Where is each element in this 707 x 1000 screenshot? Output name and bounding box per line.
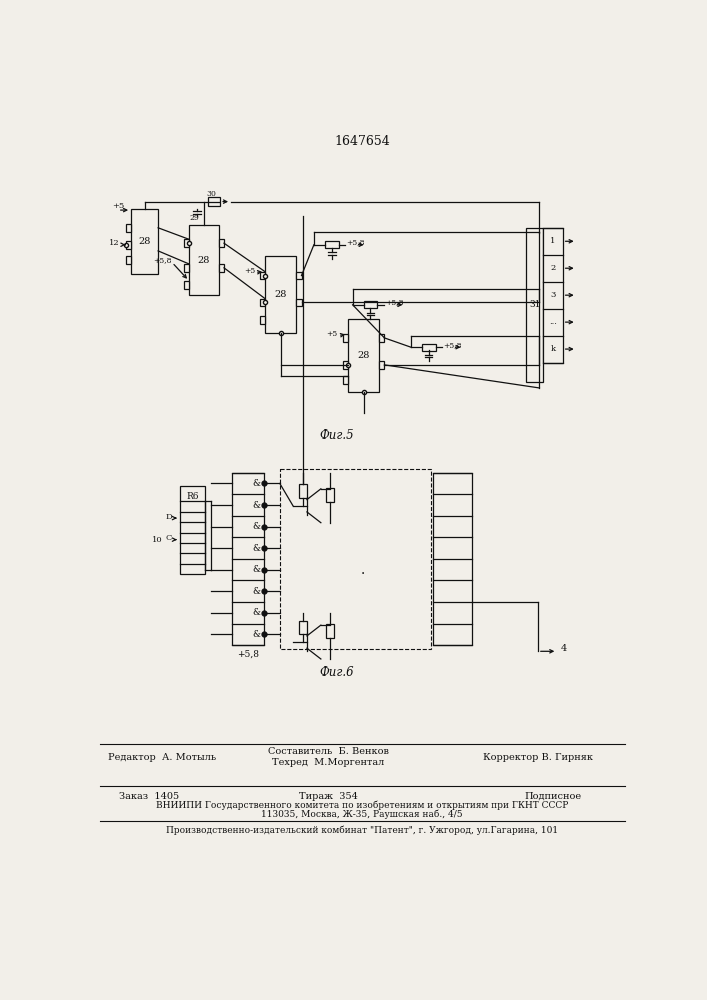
Text: &: & [252, 565, 261, 574]
Text: Подписное: Подписное [525, 792, 582, 801]
Bar [348, 319, 379, 392]
Text: 1: 1 [550, 237, 556, 245]
Text: &: & [252, 500, 261, 510]
Bar [299, 484, 307, 498]
Text: 113035, Москва, Ж-35, Раушская наб., 4/5: 113035, Москва, Ж-35, Раушская наб., 4/5 [261, 809, 463, 819]
Text: C: C [165, 534, 172, 542]
Text: 2: 2 [550, 264, 556, 272]
Text: ВНИИПИ Государственного комитета по изобретениям и открытиям при ГКНТ СССР: ВНИИПИ Государственного комитета по изоб… [156, 801, 568, 810]
Bar [543, 228, 563, 363]
Text: &: & [252, 608, 261, 617]
Text: &: & [252, 630, 261, 639]
Bar [363, 301, 378, 308]
Text: Тираж  354: Тираж 354 [299, 792, 358, 801]
Text: +5,8: +5,8 [153, 256, 172, 264]
Text: 28: 28 [357, 351, 370, 360]
Bar [259, 299, 265, 306]
Bar [265, 256, 296, 333]
Text: 31: 31 [529, 300, 540, 309]
Bar [379, 334, 385, 342]
Bar [433, 473, 472, 645]
Text: +5: +5 [244, 267, 255, 275]
Text: 28: 28 [274, 290, 287, 299]
Bar [343, 376, 348, 384]
Text: &: & [252, 479, 261, 488]
Bar [343, 334, 348, 342]
Text: 3: 3 [550, 291, 556, 299]
Bar [126, 241, 131, 249]
Text: Корректор В. Гирняк: Корректор В. Гирняк [483, 753, 593, 762]
Text: &: & [252, 587, 261, 596]
Text: Заказ  1405: Заказ 1405 [119, 792, 180, 801]
Bar [126, 224, 131, 232]
Text: 10: 10 [152, 536, 163, 544]
Bar [131, 209, 158, 274]
Bar [421, 344, 436, 351]
Text: 28: 28 [139, 237, 151, 246]
Text: R6: R6 [186, 492, 199, 501]
Bar [189, 225, 218, 295]
Bar [208, 197, 220, 206]
Text: Редактор  А. Мотыль: Редактор А. Мотыль [107, 753, 216, 762]
Bar [218, 239, 224, 247]
Bar [259, 316, 265, 324]
Text: 4: 4 [561, 644, 568, 653]
Text: &: & [252, 544, 261, 553]
Text: ...: ... [549, 318, 557, 326]
Text: 30: 30 [206, 190, 216, 198]
Text: k: k [551, 345, 556, 353]
Text: 29: 29 [190, 214, 199, 222]
Text: Составитель  Б. Венков: Составитель Б. Венков [268, 747, 389, 756]
Text: +5,8: +5,8 [346, 238, 365, 246]
Bar [327, 624, 334, 638]
Bar [259, 272, 265, 279]
Text: 28: 28 [198, 256, 210, 265]
Text: +5: +5 [112, 202, 125, 210]
Bar [180, 486, 204, 574]
Bar [126, 256, 131, 264]
Bar [296, 272, 301, 279]
Bar [343, 361, 348, 369]
Bar [299, 620, 307, 634]
Bar [280, 469, 431, 649]
Bar [379, 361, 385, 369]
Text: Производственно-издательский комбинат "Патент", г. Ужгород, ул.Гагарина, 101: Производственно-издательский комбинат "П… [166, 826, 558, 835]
Text: 1647654: 1647654 [334, 135, 390, 148]
Bar [184, 281, 189, 289]
Bar [184, 239, 189, 247]
Text: +5,8: +5,8 [443, 341, 462, 349]
Text: +5: +5 [327, 330, 338, 338]
Text: +5,8: +5,8 [385, 298, 404, 306]
Text: .: . [361, 563, 366, 577]
Text: Фиг.6: Фиг.6 [319, 666, 354, 679]
Text: Фиг.5: Фиг.5 [319, 429, 354, 442]
Bar [325, 241, 339, 248]
Bar [184, 264, 189, 272]
Bar [526, 228, 543, 382]
Text: Техред  М.Моргентал: Техред М.Моргентал [272, 758, 385, 767]
Text: &: & [252, 522, 261, 531]
Text: +5,8: +5,8 [237, 650, 259, 659]
Bar [232, 473, 264, 645]
Text: D: D [165, 513, 172, 521]
Bar [327, 488, 334, 502]
Bar [218, 264, 224, 272]
Bar [296, 299, 301, 306]
Text: 12: 12 [109, 239, 119, 247]
